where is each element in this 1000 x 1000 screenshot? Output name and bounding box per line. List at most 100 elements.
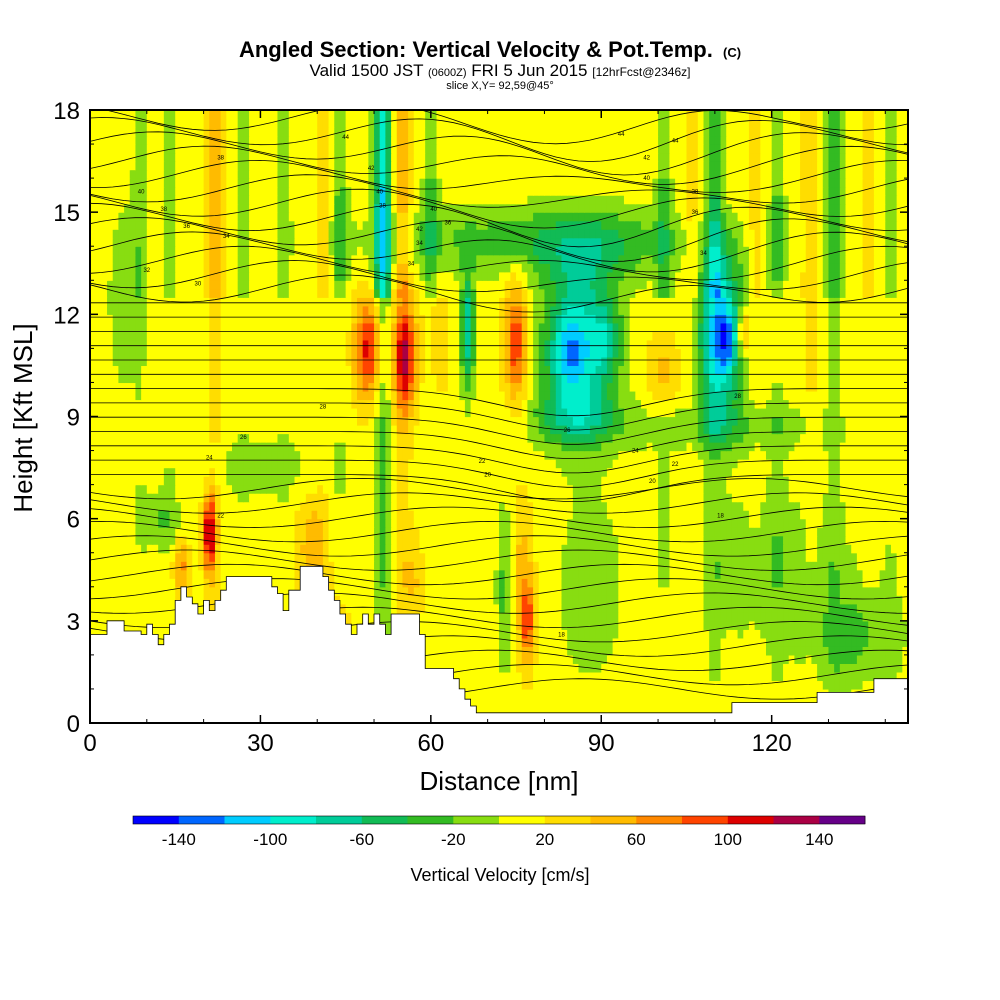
vv-cell <box>669 527 676 537</box>
vv-cell <box>658 688 665 699</box>
vv-cell <box>669 484 676 494</box>
vv-cell <box>584 578 591 588</box>
vv-cell <box>192 484 199 494</box>
vv-cell <box>754 467 761 477</box>
vv-cell <box>499 603 506 613</box>
vv-cell <box>339 467 347 477</box>
vv-cell <box>890 620 898 630</box>
vv-cell <box>538 637 546 647</box>
vv-cell <box>851 680 858 690</box>
vv-cell <box>481 603 489 613</box>
vv-cell <box>385 620 392 630</box>
vv-cell <box>680 637 688 647</box>
vv-cell <box>476 680 483 690</box>
vv-cell <box>464 459 472 469</box>
vv-cell <box>419 518 426 528</box>
vv-cell <box>800 552 807 562</box>
vv-cell <box>163 501 171 511</box>
vv-cell <box>868 510 875 520</box>
vv-cell <box>788 612 795 622</box>
vv-cell <box>112 569 119 579</box>
vv-cell <box>623 603 631 613</box>
vv-cell <box>152 620 159 630</box>
vv-cell <box>584 603 591 613</box>
vv-cell <box>783 561 790 571</box>
vv-cell <box>623 680 631 690</box>
vv-cell <box>902 595 908 605</box>
vv-cell <box>447 612 455 622</box>
vv-cell <box>283 603 290 613</box>
vv-cell <box>345 450 352 460</box>
vv-cell <box>714 586 722 596</box>
vv-cell <box>493 510 500 520</box>
vv-cell <box>658 620 665 630</box>
vv-cell <box>686 569 693 579</box>
vv-cell <box>572 612 580 622</box>
vv-cell <box>419 527 426 537</box>
vv-cell <box>873 450 881 460</box>
vv-cell <box>879 569 886 579</box>
vv-cell <box>584 595 591 605</box>
vv-cell <box>447 629 455 639</box>
vv-cell <box>163 612 171 622</box>
vv-cell <box>680 442 688 452</box>
vv-cell <box>374 433 381 443</box>
vv-cell <box>464 484 472 494</box>
vv-cell <box>300 476 307 486</box>
vv-cell <box>595 646 602 656</box>
vv-cell <box>249 552 256 562</box>
vv-cell <box>851 595 858 605</box>
vv-cell <box>141 459 148 469</box>
vv-cell <box>868 501 875 511</box>
vv-cell <box>692 697 699 707</box>
vv-cell <box>800 629 807 639</box>
vv-cell <box>249 425 256 435</box>
vv-cell <box>169 535 176 545</box>
vv-cell <box>703 442 710 452</box>
vv-cell <box>521 527 528 537</box>
vv-cell <box>141 450 148 460</box>
vv-cell <box>839 442 847 452</box>
vv-cell <box>839 510 847 520</box>
vv-cell <box>737 535 744 545</box>
vv-cell <box>391 578 398 588</box>
vv-cell <box>578 654 585 664</box>
vv-cell <box>334 527 341 537</box>
vv-cell <box>470 637 477 647</box>
vv-cell <box>567 612 574 622</box>
vv-cell <box>408 552 415 562</box>
vv-cell <box>771 637 778 647</box>
vv-cell <box>777 501 784 511</box>
vv-cell <box>95 629 102 639</box>
vv-cell <box>754 450 761 460</box>
vv-cell <box>800 646 807 656</box>
vv-cell <box>232 552 239 562</box>
vv-cell <box>703 535 710 545</box>
vv-cell <box>356 552 364 562</box>
vv-cell <box>442 467 449 477</box>
vv-cell <box>510 697 517 707</box>
vv-cell <box>873 510 881 520</box>
vv-cell <box>783 510 790 520</box>
vv-cell <box>180 578 188 588</box>
vv-cell <box>538 425 546 435</box>
vv-cell <box>561 612 568 622</box>
vv-cell <box>697 450 705 460</box>
vv-cell <box>266 476 273 486</box>
vv-cell <box>379 450 386 460</box>
vv-cell <box>805 476 813 486</box>
vv-cell <box>464 654 472 664</box>
vv-cell <box>107 450 114 460</box>
vv-cell <box>669 459 676 469</box>
vv-cell <box>675 544 682 554</box>
vv-cell <box>669 518 676 528</box>
vv-cell <box>550 544 557 554</box>
vv-cell <box>419 561 426 571</box>
vv-cell <box>612 501 619 511</box>
vv-cell <box>487 697 494 707</box>
vv-cell <box>447 637 455 647</box>
vv-cell <box>726 501 733 511</box>
vv-cell <box>839 493 847 503</box>
vv-cell <box>430 493 438 503</box>
vv-cell <box>158 603 165 613</box>
